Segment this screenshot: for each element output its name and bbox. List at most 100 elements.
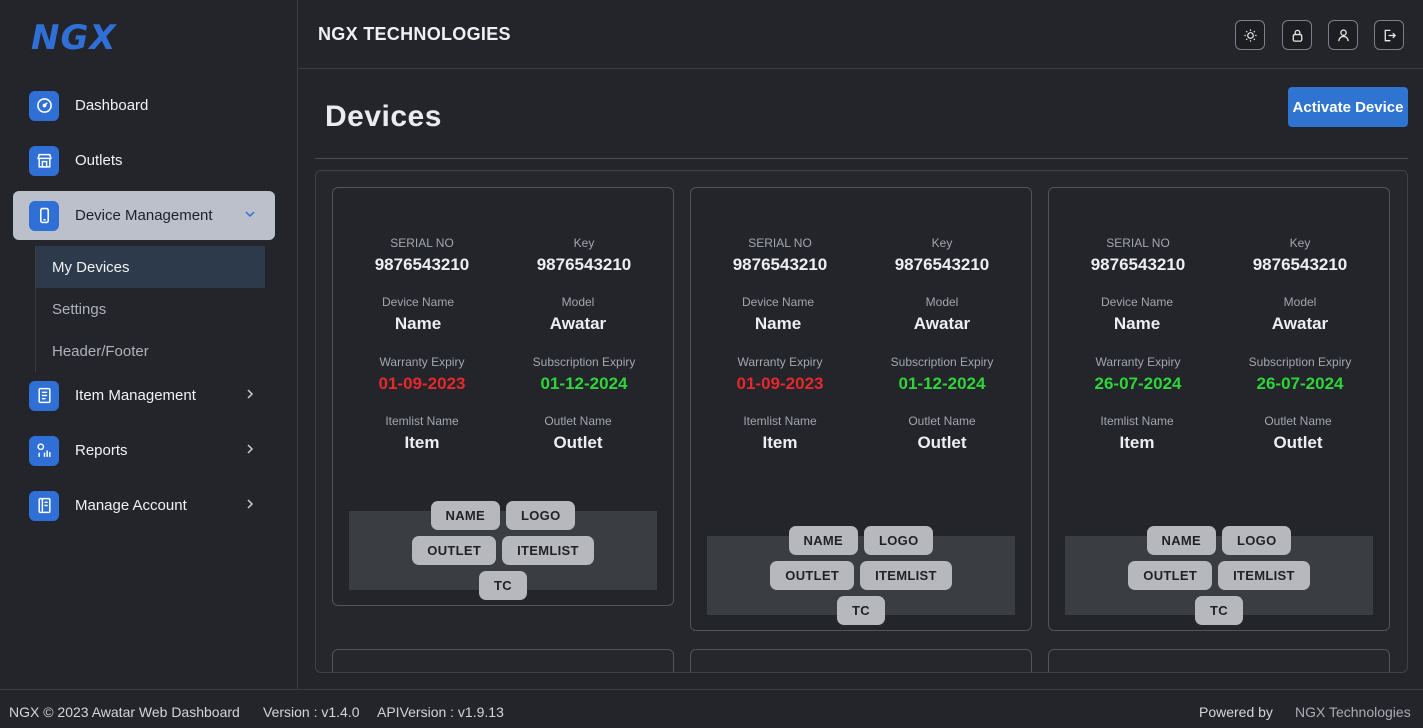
field-label: Model <box>1283 295 1317 309</box>
chip-name[interactable]: NAME <box>1146 526 1216 555</box>
gauge-icon <box>29 90 59 121</box>
chip-logo[interactable]: LOGO <box>506 501 576 530</box>
device-name-field: Device Name Name <box>693 295 863 334</box>
field-label: Device Name <box>741 295 815 309</box>
subscription-field: Subscription Expiry 26-07-2024 <box>1215 355 1385 394</box>
outlet-field: Outlet Name Outlet <box>493 414 663 453</box>
chip-logo[interactable]: LOGO <box>864 526 934 555</box>
reports-icon <box>29 435 59 466</box>
field-label: Subscription Expiry <box>1248 355 1352 369</box>
field-label: Itemlist Name <box>385 414 459 428</box>
footer-copyright: NGX © 2023 Awatar Web Dashboard <box>9 704 240 720</box>
outlet-value: Outlet <box>1273 433 1323 452</box>
warranty-field: Warranty Expiry 01-09-2023 <box>695 355 865 394</box>
lock-icon <box>1292 29 1302 42</box>
serial-value: 9876543210 <box>374 255 470 274</box>
store-icon <box>29 145 59 176</box>
brand-title: NGX TECHNOLOGIES <box>318 24 511 44</box>
field-label: Device Name <box>381 295 455 309</box>
sun-icon <box>1243 28 1257 42</box>
field-label: Subscription Expiry <box>890 355 994 369</box>
device-card-partial <box>1048 649 1390 672</box>
chevron-right-icon <box>247 389 254 399</box>
outlet-value: Outlet <box>553 433 603 452</box>
device-grid: SERIAL NO 9876543210 Key 9876543210 Devi… <box>315 170 1408 673</box>
footer-company-link[interactable]: NGX Technologies <box>1295 704 1411 720</box>
sidebar-item-reports[interactable]: Reports <box>13 426 275 475</box>
chip-tc[interactable]: TC <box>1195 596 1243 625</box>
profile-button[interactable] <box>1328 20 1358 50</box>
chip-outlet[interactable]: OUTLET <box>1128 561 1213 590</box>
chip-logo[interactable]: LOGO <box>1222 526 1292 555</box>
serial-value: 9876543210 <box>732 255 828 274</box>
subscription-value: 01-12-2024 <box>540 374 628 393</box>
serial-field: SERIAL NO 9876543210 <box>1053 236 1223 275</box>
chip-name[interactable]: NAME <box>788 526 858 555</box>
field-label: Outlet Name <box>908 414 976 428</box>
key-field: Key 9876543210 <box>857 236 1027 275</box>
warranty-field: Warranty Expiry 01-09-2023 <box>337 355 507 394</box>
sidebar-subitem-my-devices[interactable]: My Devices <box>36 246 265 288</box>
field-label: Model <box>925 295 959 309</box>
footer: NGX © 2023 Awatar Web Dashboard Version … <box>0 689 1423 728</box>
serial-field: SERIAL NO 9876543210 <box>695 236 865 275</box>
phone-icon <box>29 200 59 231</box>
sidebar-item-outlets[interactable]: Outlets <box>13 136 275 185</box>
account-book-icon <box>29 490 59 521</box>
logout-button[interactable] <box>1374 20 1404 50</box>
document-icon <box>29 380 59 411</box>
field-label: Model <box>561 295 595 309</box>
template-chips: NAME LOGO OUTLET ITEMLIST TC <box>349 501 657 600</box>
device-name-value: Name <box>754 314 802 333</box>
itemlist-value: Item <box>1119 433 1155 452</box>
field-label: Outlet Name <box>544 414 612 428</box>
chip-tc[interactable]: TC <box>837 596 885 625</box>
user-icon <box>1337 28 1349 41</box>
field-label: Warranty Expiry <box>379 355 465 369</box>
itemlist-field: Itemlist Name Item <box>1052 414 1222 453</box>
lock-button[interactable] <box>1282 20 1312 50</box>
field-label: Device Name <box>1100 295 1174 309</box>
activate-device-button[interactable]: Activate Device <box>1288 87 1408 127</box>
chip-itemlist[interactable]: ITEMLIST <box>1218 561 1310 590</box>
device-card-partial <box>332 649 674 672</box>
device-name-value: Name <box>1113 314 1161 333</box>
itemlist-value: Item <box>404 433 440 452</box>
chip-itemlist[interactable]: ITEMLIST <box>502 536 594 565</box>
sidebar-item-device-management[interactable]: Device Management <box>13 191 275 240</box>
sidebar-item-manage-account[interactable]: Manage Account <box>13 481 275 530</box>
field-label: Key <box>573 236 595 250</box>
device-name-field: Device Name Name <box>1052 295 1222 334</box>
footer-version: Version : v1.4.0 <box>263 704 360 720</box>
field-label: Subscription Expiry <box>532 355 636 369</box>
sidebar-item-item-management[interactable]: Item Management <box>13 371 275 420</box>
device-card: SERIAL NO 9876543210 Key 9876543210 Devi… <box>1048 187 1390 631</box>
device-name-field: Device Name Name <box>333 295 503 334</box>
device-card: SERIAL NO 9876543210 Key 9876543210 Devi… <box>690 187 1032 631</box>
sidebar-item-dashboard[interactable]: Dashboard <box>13 81 275 130</box>
field-label: Outlet Name <box>1264 414 1332 428</box>
logout-icon <box>1384 29 1396 41</box>
sidebar-subitem-header-footer[interactable]: Header/Footer <box>52 342 149 360</box>
chip-tc[interactable]: TC <box>479 571 527 600</box>
key-field: Key 9876543210 <box>1215 236 1385 275</box>
model-field: Model Awatar <box>1215 295 1385 334</box>
divider <box>315 158 1408 159</box>
sidebar-subitem-settings[interactable]: Settings <box>52 300 107 318</box>
ngx-logo[interactable]: NGX <box>31 18 117 58</box>
chevron-right-icon <box>247 444 254 454</box>
chip-name[interactable]: NAME <box>430 501 500 530</box>
model-value: Awatar <box>913 314 971 333</box>
warranty-value: 01-09-2023 <box>378 374 466 393</box>
model-field: Model Awatar <box>857 295 1027 334</box>
chip-itemlist[interactable]: ITEMLIST <box>860 561 952 590</box>
theme-toggle-button[interactable] <box>1235 20 1265 50</box>
footer-powered-by: Powered by <box>1199 704 1273 720</box>
chevron-right-icon <box>247 499 254 509</box>
chip-outlet[interactable]: OUTLET <box>412 536 497 565</box>
device-name-value: Name <box>394 314 442 333</box>
chip-outlet[interactable]: OUTLET <box>770 561 855 590</box>
device-management-submenu: My Devices Settings Header/Footer <box>35 246 265 372</box>
template-chips: NAME LOGO OUTLET ITEMLIST TC <box>707 526 1015 625</box>
warranty-value: 26-07-2024 <box>1094 374 1182 393</box>
